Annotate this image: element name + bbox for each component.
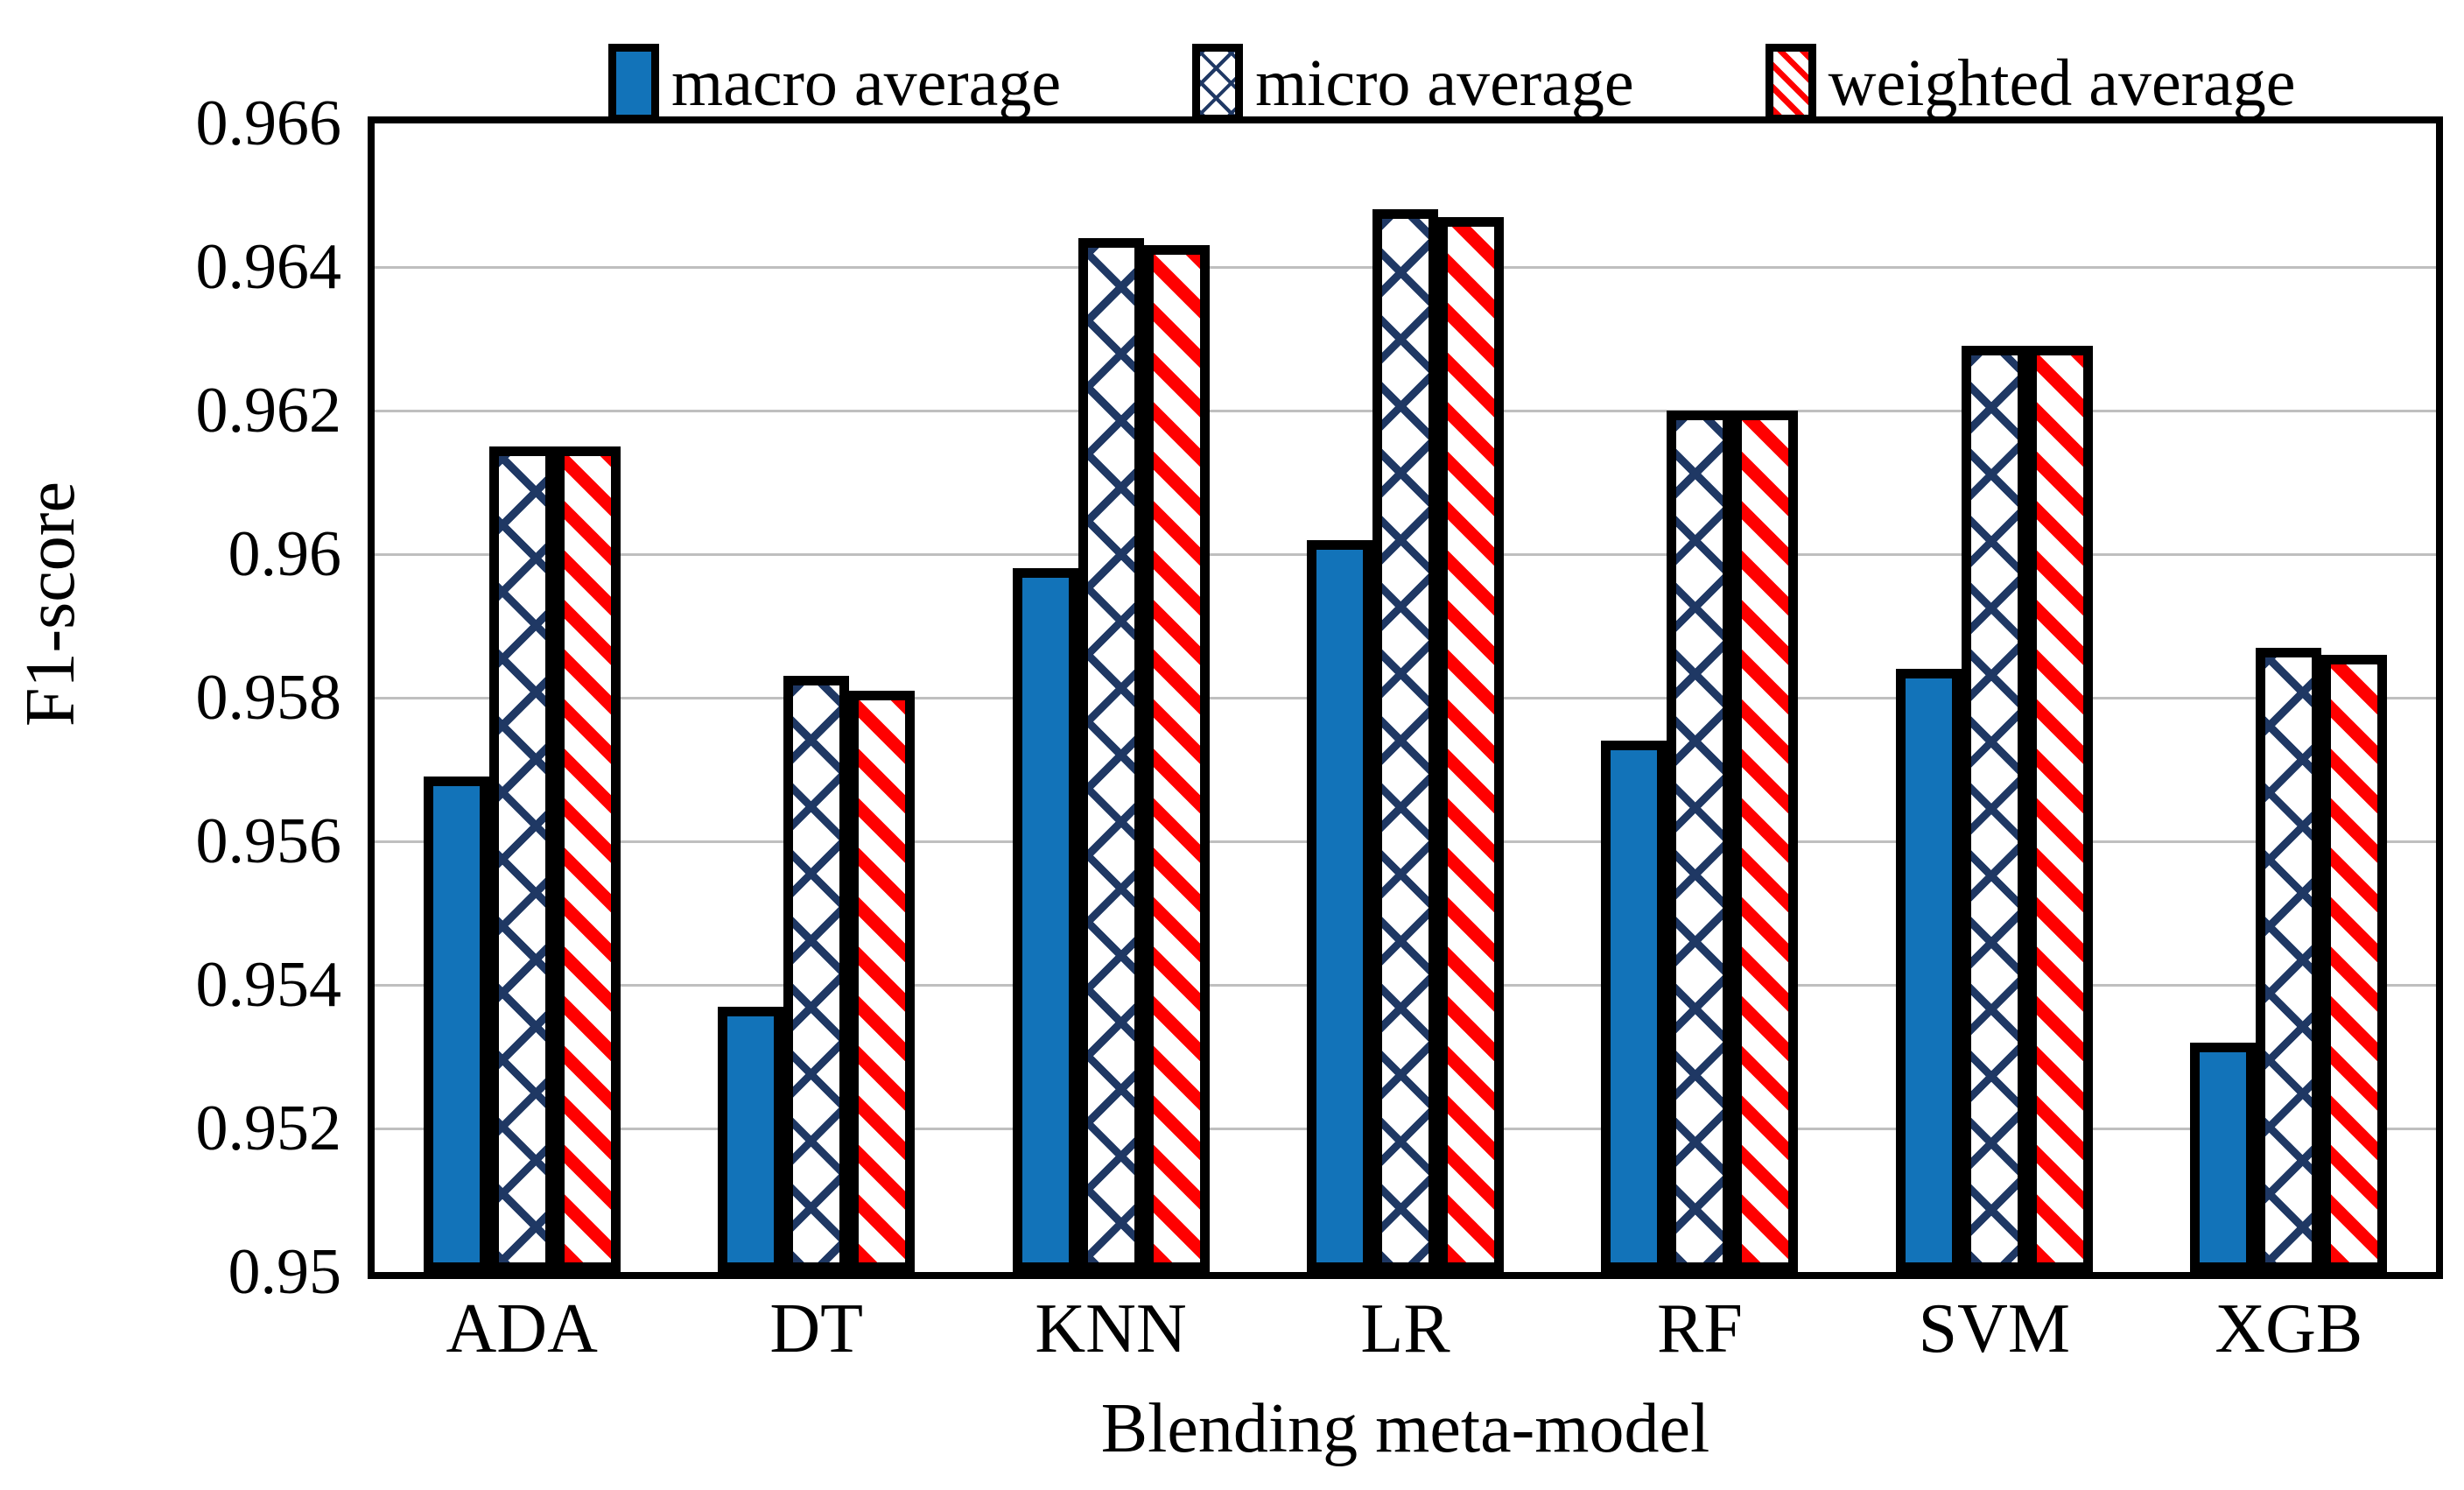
bar-knn-micro-average: [1078, 238, 1144, 1272]
x-tick-label-rf: RF: [1656, 1290, 1743, 1367]
bar-rf-weighted-average: [1732, 411, 1799, 1272]
bar-lr-weighted-average: [1438, 217, 1504, 1272]
y-tick-label: 0.964: [195, 231, 342, 303]
plot-area: [368, 116, 2443, 1279]
y-tick-label: 0.962: [195, 375, 342, 446]
legend-swatch-macro-average-icon: [608, 44, 659, 123]
y-tick-label: 0.958: [195, 662, 342, 734]
y-tick-label: 0.966: [195, 88, 342, 159]
bar-rf-macro-average: [1601, 741, 1667, 1272]
bar-knn-weighted-average: [1143, 245, 1210, 1272]
chart-legend: macro average micro average weighted avera…: [608, 44, 2295, 123]
bar-knn-macro-average: [1012, 568, 1078, 1272]
bar-xgb-micro-average: [2256, 648, 2322, 1272]
bar-lr-macro-average: [1307, 540, 1372, 1272]
y-tick-label: 0.954: [195, 949, 342, 1021]
bar-ada-weighted-average: [554, 446, 621, 1272]
legend-label: weighted average: [1828, 46, 2296, 120]
bar-ada-micro-average: [488, 446, 555, 1272]
bar-svm-micro-average: [1961, 346, 2027, 1272]
y-tick-label: 0.956: [195, 805, 342, 877]
bar-xgb-weighted-average: [2321, 655, 2388, 1272]
bar-lr-micro-average: [1372, 209, 1438, 1272]
legend-label: micro average: [1255, 46, 1634, 120]
x-tick-label-ada: ADA: [446, 1290, 598, 1367]
bar-svm-weighted-average: [2026, 346, 2093, 1272]
bar-svm-macro-average: [1895, 669, 1962, 1272]
bar-rf-micro-average: [1667, 411, 1733, 1272]
legend-swatch-weighted-average-icon: [1765, 44, 1816, 123]
y-tick-label: 0.952: [195, 1093, 342, 1164]
x-tick-label-lr: LR: [1360, 1290, 1450, 1367]
x-tick-label-knn: KNN: [1035, 1290, 1187, 1367]
y-tick-label: 0.95: [228, 1236, 342, 1308]
legend-swatch-micro-average-icon: [1192, 44, 1244, 123]
x-tick-label-xgb: XGB: [2215, 1290, 2363, 1367]
legend-item-weighted-average: weighted average: [1765, 44, 2296, 123]
x-axis-title: Blending meta-model: [1100, 1390, 1710, 1467]
bar-dt-micro-average: [783, 676, 850, 1272]
legend-item-micro-average: micro average: [1192, 44, 1634, 123]
bar-ada-macro-average: [423, 777, 489, 1272]
bar-dt-weighted-average: [849, 691, 916, 1272]
bar-dt-macro-average: [718, 1007, 784, 1272]
y-tick-label: 0.96: [228, 518, 342, 590]
x-tick-label-svm: SVM: [1918, 1290, 2071, 1367]
x-tick-label-dt: DT: [769, 1290, 863, 1367]
legend-item-macro-average: macro average: [608, 44, 1061, 123]
legend-label: macro average: [671, 46, 1062, 120]
bar-xgb-macro-average: [2190, 1043, 2257, 1272]
